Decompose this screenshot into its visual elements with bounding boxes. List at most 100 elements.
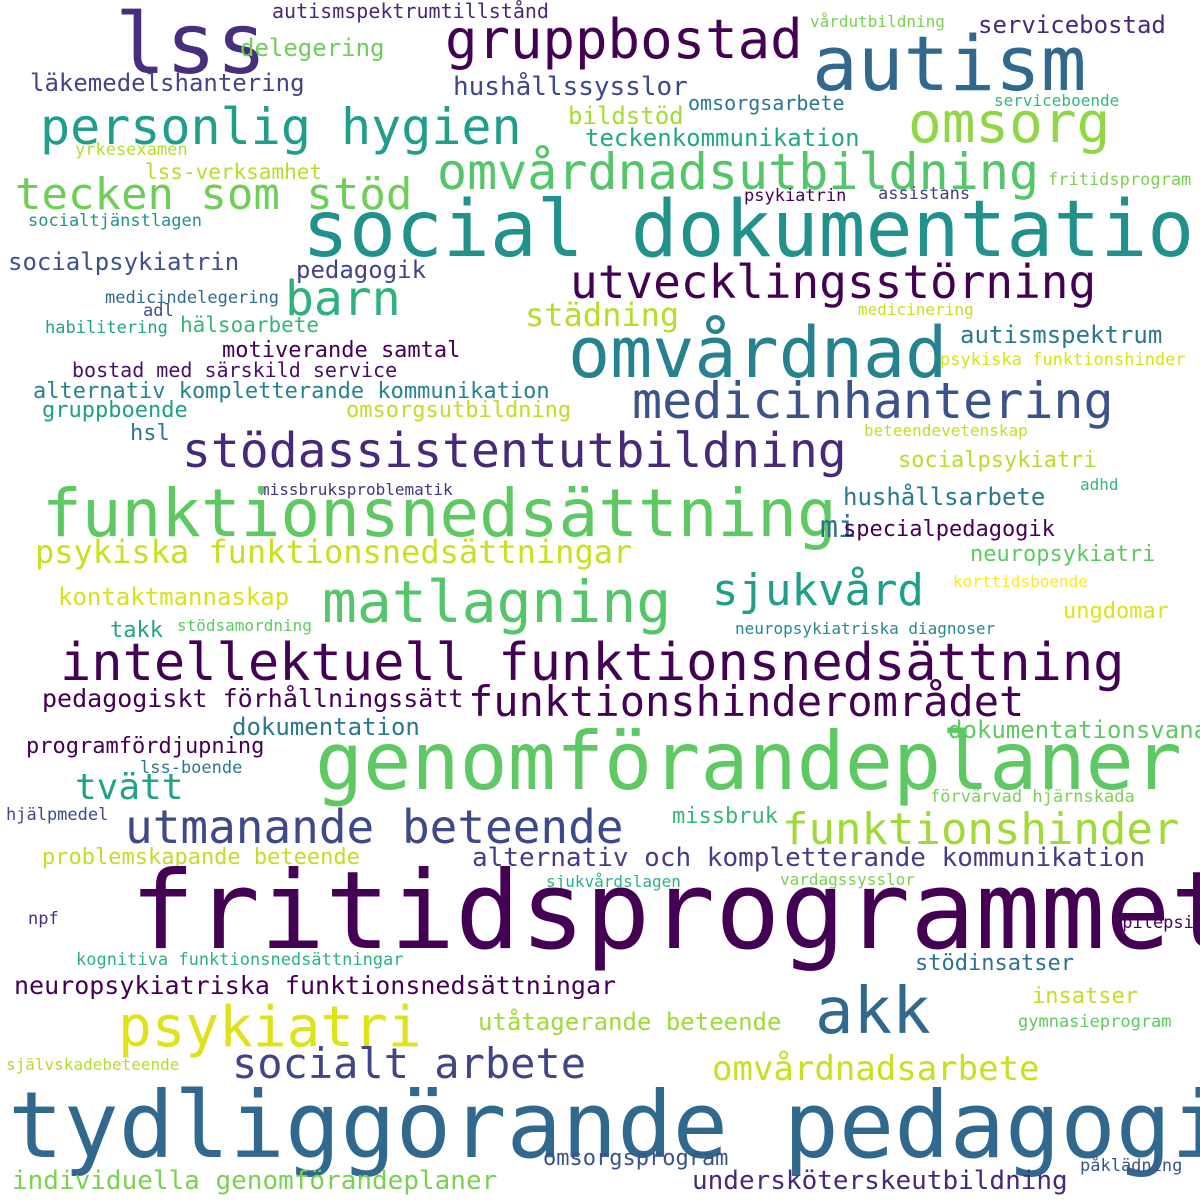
word-tecken-som-stod: tecken som stöd	[15, 169, 413, 220]
word-insatser: insatser	[1032, 984, 1138, 1009]
word-paklädning: påklädning	[1080, 1156, 1183, 1176]
word-stodassistentutbildning: stödassistentutbildning	[182, 423, 847, 479]
word-motiverande-samtal: motiverande samtal	[222, 338, 461, 363]
word-forvarvad-hjarnskada: förvärvad hjärnskada	[930, 787, 1135, 807]
word-missbruksproblematik: missbruksproblematik	[260, 480, 453, 499]
word-socialpsykiatri: socialpsykiatri	[898, 448, 1097, 473]
word-vardutbildning: vårdutbildning	[810, 12, 945, 31]
word-funktionsnedsattning: funktionsnedsättning	[42, 475, 837, 552]
word-bostad-med-sarskild-service: bostad med särskild service	[72, 358, 398, 382]
word-medicindelegering: medicindelegering	[105, 288, 279, 308]
word-akk: akk	[815, 975, 931, 1049]
word-fritidsprogram: fritidsprogram	[1048, 170, 1192, 190]
word-adl: adl	[143, 301, 174, 321]
word-lakemedelshantering: läkemedelshantering	[30, 69, 305, 97]
word-pedagogik: pedagogik	[296, 256, 427, 284]
word-omsorgsprogram: omsorgsprogram	[543, 1146, 729, 1171]
word-programfordjupning: programfördjupning	[26, 734, 265, 759]
word-lss-verksamhet: lss-verksamhet	[145, 160, 323, 184]
word-halsoarbete: hälsoarbete	[180, 313, 320, 337]
word-hushallssysslor: hushållssysslor	[453, 72, 688, 102]
word-stadning: städning	[525, 296, 680, 334]
word-psykiatrin: psykiatrin	[744, 186, 847, 206]
word-underskoterskeutbildning: undersköterskeutbildning	[692, 1166, 1068, 1196]
word-specialpedagogik: specialpedagogik	[843, 517, 1055, 542]
word-medicinering: medicinering	[858, 300, 974, 319]
word-hsl: hsl	[130, 421, 170, 446]
word-vardagssysslor: vardagssysslor	[780, 870, 915, 889]
word-dokumentationsvana: dokumentationsvana	[948, 716, 1200, 744]
word-autismspektrumtillstand: autismspektrumtillstånd	[272, 0, 549, 23]
word-neuropsykiatriska-funktionsnedsattningar: neuropsykiatriska funktionsnedsättningar	[14, 971, 617, 1000]
word-omsorgsarbete: omsorgsarbete	[688, 91, 845, 115]
word-genomforandeplaner: genomförandeplaner	[315, 715, 1182, 808]
word-funktionshinderomradet: funktionshinderområdet	[468, 677, 1025, 726]
word-gymnasieprogram: gymnasieprogram	[1018, 1012, 1172, 1032]
word-ungdomar: ungdomar	[1063, 599, 1169, 624]
word-servicebostad: servicebostad	[978, 11, 1166, 39]
word-psykiska-funktionshinder: psykiska funktionshinder	[940, 350, 1186, 370]
word-mi: mi	[820, 510, 857, 545]
word-korttidsboende: korttidsboende	[953, 572, 1088, 591]
word-problemskapande-beteende: problemskapande beteende	[42, 845, 360, 870]
word-alternativ-och-kompletterande-kommunikation: alternativ och kompletterande kommunikat…	[472, 843, 1146, 873]
word-tvatt: tvätt	[75, 767, 184, 808]
word-teckenkommunikation: teckenkommunikation	[585, 124, 860, 152]
word-delegering: delegering	[240, 34, 385, 62]
word-tydliggorande-pedagogik: tydliggörande pedagogik	[8, 1072, 1200, 1179]
word-kontaktmannaskap: kontaktmannaskap	[58, 583, 290, 611]
word-sjukvardslagen: sjukvårdslagen	[546, 872, 681, 891]
word-socialpsykiatrin: socialpsykiatrin	[8, 248, 240, 276]
word-stodsamordning: stödsamordning	[177, 616, 312, 635]
word-habilitering: habilitering	[45, 318, 168, 338]
word-hushallsarbete: hushållsarbete	[843, 483, 1046, 511]
word-funktionshinder: funktionshinder	[782, 804, 1180, 855]
word-lss: lss	[115, 0, 267, 93]
word-fritidsprogrammet: fritidsprogrammet	[130, 849, 1200, 974]
word-utatagerande-beteende: utåtagerande beteende	[478, 1008, 782, 1036]
word-epilepsi: epilepsi	[1112, 913, 1194, 933]
word-gruppbostad: gruppbostad	[445, 8, 803, 71]
word-missbruk: missbruk	[672, 804, 778, 829]
word-psykiska-funktionsnedsattningar: psykiska funktionsnedsättningar	[35, 533, 633, 571]
word-neuropsykiatri: neuropsykiatri	[970, 542, 1156, 567]
word-omsorgsutbildning: omsorgsutbildning	[346, 398, 572, 423]
word-yrkesexamen: yrkesexamen	[75, 140, 188, 160]
word-kognitiva-funktionsnedsattningar: kognitiva funktionsnedsättningar	[76, 950, 404, 970]
word-utmanande-beteende: utmanande beteende	[125, 800, 624, 854]
word-personlig-hygien: personlig hygien	[40, 98, 522, 156]
word-lss-boende: lss-boende	[140, 758, 243, 778]
word-neuropsykiatriska-diagnoser: neuropsykiatriska diagnoser	[735, 619, 996, 638]
word-socialt-arbete: socialt arbete	[232, 1039, 587, 1088]
word-dokumentation: dokumentation	[232, 713, 420, 741]
word-serviceboende: serviceboende	[994, 91, 1120, 110]
word-hjalpmedel: hjälpmedel	[6, 805, 109, 825]
word-sjalvskadebeteende: självskadebeteende	[6, 1055, 180, 1074]
word-intellektuell-funktionsnedsattning: intellektuell funktionsnedsättning	[60, 633, 1125, 693]
word-utvecklingsstorning: utvecklingsstörning	[570, 255, 1097, 309]
word-autismspektrum: autismspektrum	[960, 321, 1163, 349]
word-pedagogiskt-forhallningssatt: pedagogiskt förhållningssätt	[42, 684, 464, 713]
word-individuella-genomforandeplaner: individuella genomförandeplaner	[12, 1166, 498, 1196]
word-takk: takk	[110, 618, 163, 643]
word-omvardnadsutbildning: omvårdnadsutbildning	[437, 143, 1040, 201]
word-adhd: adhd	[1080, 475, 1119, 494]
word-omvardnadsarbete: omvårdnadsarbete	[712, 1049, 1040, 1089]
word-alternativ-kompletterande-kommunikation: alternativ kompletterande kommunikation	[33, 379, 550, 404]
word-psykiatri: psykiatri	[118, 995, 422, 1060]
word-assistans: assistans	[878, 184, 971, 204]
word-social-dokumentation: social dokumentation	[302, 185, 1200, 275]
word-bildstod: bildstöd	[568, 102, 684, 130]
word-omsorg: omsorg	[908, 91, 1111, 156]
word-omvardnad: omvårdnad	[568, 312, 948, 394]
word-gruppboende: gruppboende	[42, 398, 188, 423]
word-medicinhantering: medicinhantering	[632, 372, 1114, 430]
word-matlagning: matlagning	[322, 568, 672, 636]
word-stodinsatser: stödinsatser	[915, 951, 1074, 976]
word-sjukvard: sjukvård	[712, 565, 924, 616]
word-beteendevetenskap: beteendevetenskap	[864, 421, 1028, 440]
word-npf: npf	[28, 909, 59, 929]
word-autism: autism	[812, 19, 1087, 108]
word-socialtjanstlagen: socialtjänstlagen	[28, 211, 202, 231]
